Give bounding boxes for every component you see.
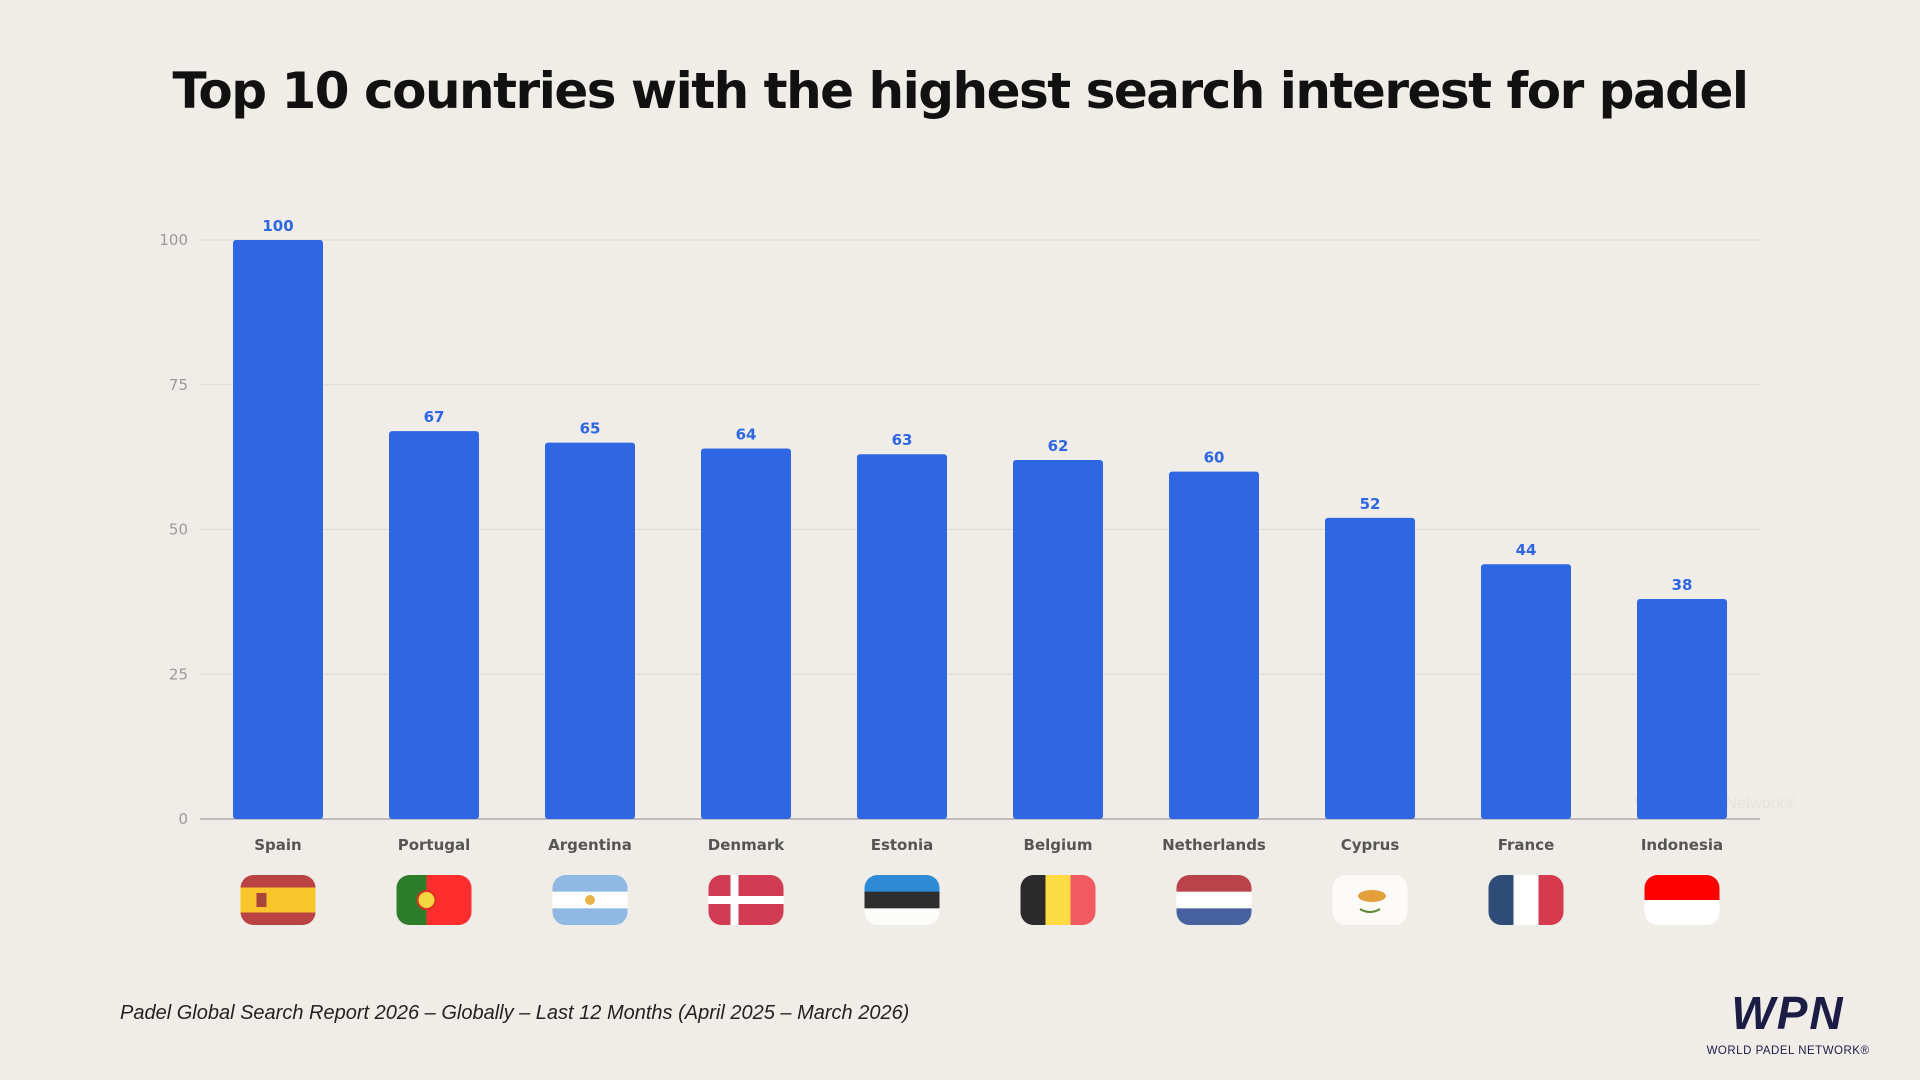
logo-mark: WPN	[1731, 987, 1845, 1039]
y-tick-label: 75	[169, 376, 188, 394]
netherlands-flag	[1176, 875, 1252, 925]
category-label: Portugal	[398, 836, 471, 854]
y-tick-label: 0	[178, 810, 188, 828]
bar-value-label: 67	[424, 408, 445, 426]
footnote: Padel Global Search Report 2026 – Global…	[120, 1002, 910, 1024]
flag-island	[1358, 890, 1386, 902]
chart-title: Top 10 countries with the highest search…	[172, 62, 1749, 120]
argentina-flag	[552, 875, 628, 925]
bar-value-label: 100	[262, 217, 293, 235]
flag-stripe	[1488, 875, 1514, 925]
flag-stripe	[864, 875, 940, 893]
flag-stripe	[240, 912, 316, 925]
bar-value-label: 63	[892, 431, 913, 449]
bar	[1013, 460, 1103, 819]
category-label: Denmark	[708, 836, 785, 854]
category-label: France	[1498, 836, 1555, 854]
bar-value-label: 62	[1048, 437, 1069, 455]
bar-value-label: 64	[736, 425, 757, 443]
flag-stripe	[864, 891, 940, 909]
flag-stripe	[1176, 875, 1252, 893]
flag-branches	[1359, 908, 1381, 913]
bar	[1169, 471, 1259, 819]
bar	[545, 442, 635, 819]
flag-stripe	[1176, 908, 1252, 925]
flag-stripe	[1070, 875, 1096, 925]
france-flag	[1488, 875, 1564, 925]
y-tick-label: 100	[159, 231, 188, 249]
bar	[857, 454, 947, 819]
y-tick-label: 25	[169, 665, 188, 683]
indonesia-flag	[1644, 875, 1720, 925]
bar-value-label: 60	[1204, 449, 1225, 467]
flag-stripe	[1020, 875, 1046, 925]
spain-flag	[240, 875, 316, 925]
flag-stripe	[1538, 875, 1564, 925]
estonia-flag	[864, 875, 940, 925]
flag-stripe	[1045, 875, 1071, 925]
flag-stripe	[1644, 900, 1720, 925]
flag-emblem	[416, 890, 437, 910]
flag-stripe	[240, 887, 316, 913]
flag-stripe	[1513, 875, 1539, 925]
bar-value-label: 38	[1672, 576, 1693, 594]
bar-chart: World Padel Network®0255075100100Spain67…	[159, 217, 1760, 925]
y-tick-label: 50	[169, 521, 188, 539]
wpn-logo: WPN WORLD PADEL NETWORK®	[1688, 986, 1888, 1058]
category-label: Indonesia	[1641, 836, 1723, 854]
bar	[1637, 598, 1727, 819]
category-label: Argentina	[548, 836, 632, 854]
bar	[1481, 564, 1571, 819]
cyprus-flag	[1332, 875, 1408, 925]
category-label: Cyprus	[1341, 836, 1400, 854]
belgium-flag	[1020, 875, 1096, 925]
bar	[389, 431, 479, 819]
bar-value-label: 52	[1360, 495, 1381, 513]
bar-value-label: 44	[1516, 541, 1537, 559]
flag-sun	[585, 895, 595, 905]
flag-stripe	[1176, 891, 1252, 909]
logo-text: WORLD PADEL NETWORK®	[1706, 1045, 1870, 1057]
category-label: Estonia	[871, 836, 934, 854]
bar-value-label: 65	[580, 420, 601, 438]
bar	[701, 448, 791, 819]
flag-stripe	[864, 908, 940, 925]
flag-emblem	[256, 893, 267, 907]
portugal-flag	[396, 875, 472, 925]
flag-cross	[708, 896, 784, 904]
flag-stripe	[240, 875, 316, 888]
bar	[233, 240, 323, 819]
flag-stripe	[552, 908, 628, 925]
category-label: Netherlands	[1162, 836, 1266, 854]
bar	[1325, 517, 1415, 819]
denmark-flag	[708, 875, 784, 925]
category-label: Belgium	[1024, 836, 1093, 854]
flag-stripe	[552, 875, 628, 893]
category-label: Spain	[254, 836, 301, 854]
flag-stripe	[1644, 875, 1720, 901]
